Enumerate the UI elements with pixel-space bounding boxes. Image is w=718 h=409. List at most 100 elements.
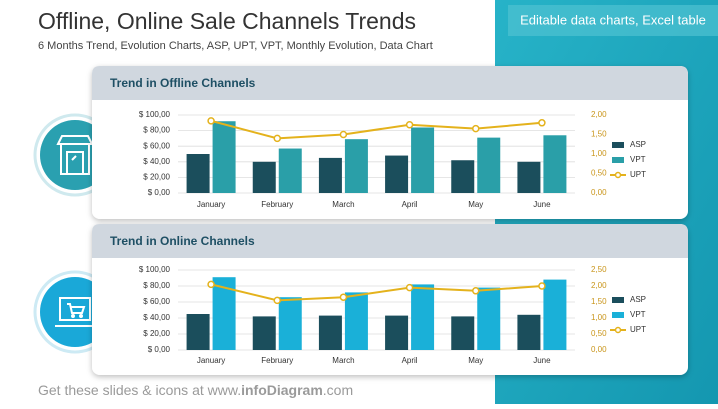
y-tick-label: $ 80,00 (143, 281, 170, 290)
y-tick-label: $ 40,00 (143, 313, 170, 322)
bar (252, 161, 276, 193)
y2-tick-label: 2,00 (591, 110, 607, 119)
bar (344, 139, 368, 193)
point (339, 130, 348, 139)
y-tick-label: $ 20,00 (143, 329, 170, 338)
bar (543, 135, 567, 193)
slide-title: Offline, Online Sale Channels Trends (38, 8, 416, 34)
x-tick-label: January (197, 200, 225, 209)
legend-label: VPT (630, 310, 646, 319)
laptop-icon (55, 297, 95, 327)
legend-swatch (612, 142, 624, 148)
x-tick-label: February (261, 200, 293, 209)
legend-label: UPT (630, 170, 646, 179)
y2-tick-label: 0,50 (591, 169, 607, 178)
y2-tick-label: 2,00 (591, 281, 607, 290)
x-tick-label: May (468, 356, 483, 365)
legend-swatch (614, 171, 622, 179)
legend-label: UPT (630, 325, 646, 334)
point (472, 124, 480, 133)
y-tick-label: $ 100,00 (139, 110, 171, 119)
point (339, 293, 348, 301)
bar (252, 316, 276, 350)
x-tick-label: March (332, 200, 354, 209)
bar (186, 154, 210, 193)
footer-text: Get these slides & icons at www. (38, 382, 241, 398)
legend-swatch (612, 157, 624, 163)
bar (385, 155, 409, 193)
bar (212, 121, 236, 193)
bar (477, 287, 501, 350)
y-tick-label: $ 20,00 (143, 173, 170, 182)
y2-tick-label: 2,50 (591, 265, 607, 274)
subtitle: 6 Months Trend, Evolution Charts, ASP, U… (38, 40, 433, 52)
bar (318, 315, 342, 350)
bar (451, 316, 475, 350)
x-tick-label: May (468, 200, 483, 209)
y-tick-label: $ 40,00 (143, 157, 170, 166)
bar (385, 315, 409, 350)
banner: Editable data charts, Excel table (520, 12, 706, 27)
legend-label: VPT (630, 155, 646, 164)
bar (212, 277, 236, 350)
y2-tick-label: 1,50 (591, 130, 607, 139)
y-tick-label: $ 80,00 (143, 126, 170, 135)
legend-swatch (612, 312, 624, 318)
chart-title: Trend in Online Channels (110, 234, 255, 248)
y2-tick-label: 0,00 (591, 188, 607, 197)
y2-tick-label: 1,50 (591, 297, 607, 306)
y2-tick-label: 0,50 (591, 329, 607, 338)
bar (278, 297, 302, 350)
point (273, 296, 281, 305)
x-tick-label: April (402, 356, 418, 365)
point (405, 121, 414, 129)
legend-swatch (614, 326, 622, 334)
point (273, 134, 281, 143)
card-header (92, 66, 688, 100)
store-icon (56, 135, 94, 175)
footer-text: .com (323, 382, 353, 398)
bar (477, 137, 501, 193)
y2-tick-label: 1,00 (591, 149, 607, 158)
banner-box (508, 5, 718, 36)
point (538, 119, 546, 127)
footer: Get these slides & icons at www.infoDiag… (38, 382, 353, 398)
bar (451, 160, 475, 193)
x-tick-label: June (533, 356, 551, 365)
legend-label: ASP (630, 140, 646, 149)
x-tick-label: February (261, 356, 293, 365)
y-tick-label: $ 0,00 (148, 188, 171, 197)
y-tick-label: $ 60,00 (143, 141, 170, 150)
line (210, 119, 543, 140)
point (538, 282, 546, 290)
point (472, 287, 480, 295)
y2-tick-label: 1,00 (591, 313, 607, 322)
bar (411, 127, 435, 193)
chart-title: Trend in Offline Channels (110, 76, 256, 90)
y-tick-label: $ 100,00 (139, 265, 171, 274)
bar (517, 314, 541, 350)
x-tick-label: April (402, 200, 418, 209)
card-header (92, 224, 688, 258)
x-tick-label: January (197, 356, 225, 365)
point (405, 283, 414, 292)
y-tick-label: $ 60,00 (143, 297, 170, 306)
point (207, 117, 215, 125)
bar (543, 279, 567, 350)
x-tick-label: June (533, 200, 551, 209)
legend-swatch (612, 297, 624, 303)
bar (318, 157, 342, 193)
footer-brand: infoDiagram (241, 382, 323, 398)
bar (278, 148, 302, 193)
bar (344, 292, 368, 350)
bar (517, 161, 541, 193)
y2-tick-label: 0,00 (591, 345, 607, 354)
bar (411, 284, 435, 350)
bar (186, 314, 210, 350)
legend-label: ASP (630, 295, 646, 304)
line (210, 283, 542, 302)
point (207, 280, 215, 289)
x-tick-label: March (332, 356, 354, 365)
y-tick-label: $ 0,00 (148, 345, 171, 354)
